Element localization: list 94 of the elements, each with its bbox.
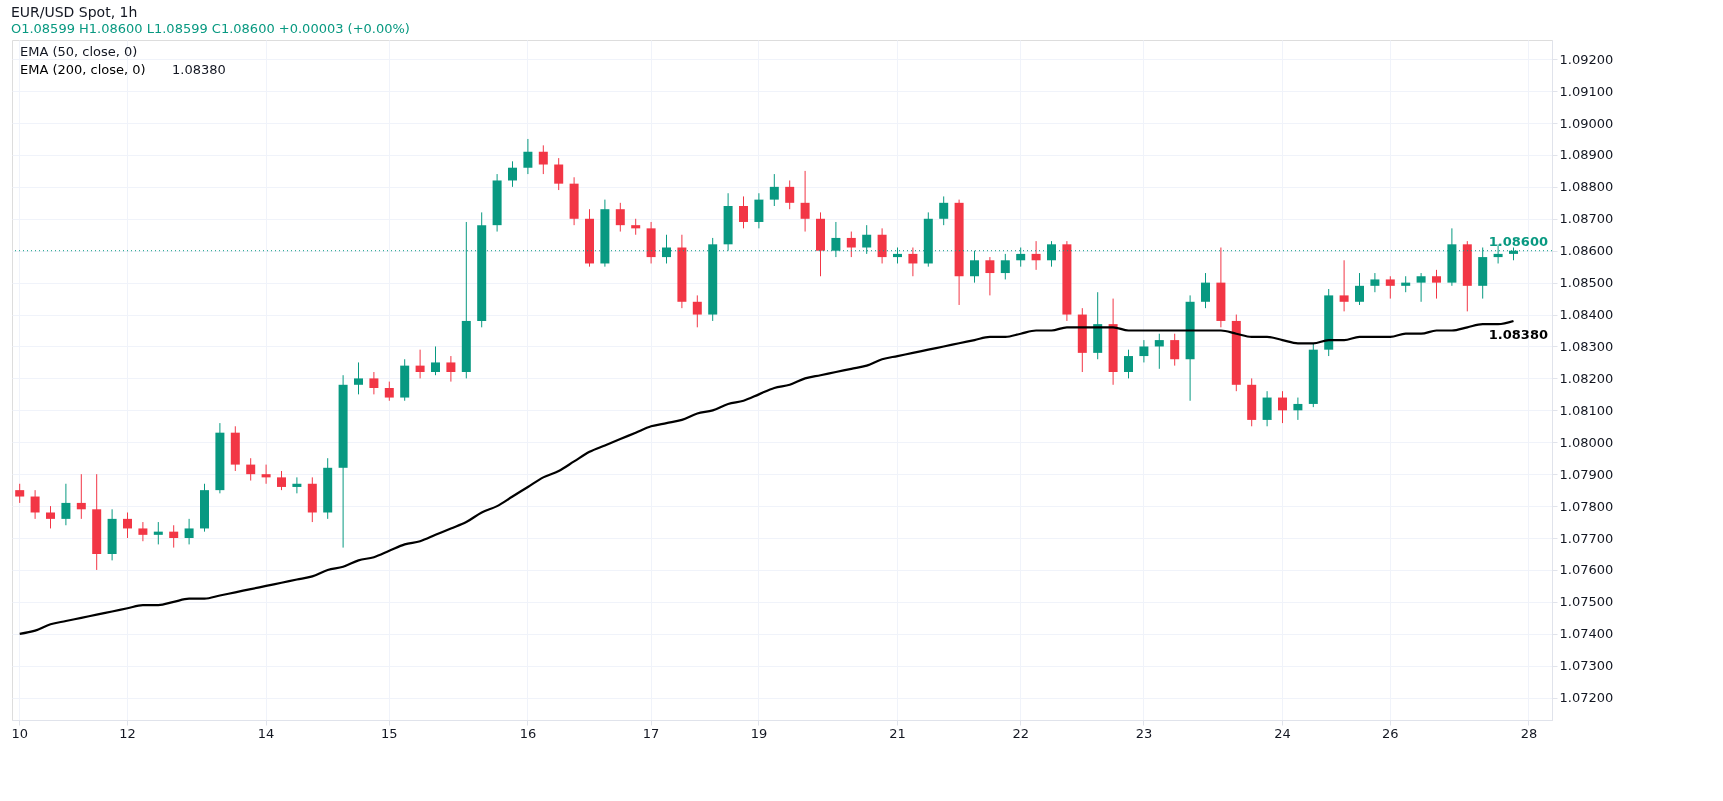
annotation: 1.08380 xyxy=(1488,326,1548,342)
candlestick xyxy=(692,294,702,328)
candlestick xyxy=(939,195,949,226)
candlestick xyxy=(1416,272,1426,303)
candlestick xyxy=(76,473,86,520)
x-tick-label: 22 xyxy=(1012,725,1029,741)
candlestick xyxy=(277,470,286,491)
candlestick xyxy=(292,476,302,494)
candlestick xyxy=(523,138,533,175)
candlestick xyxy=(800,170,810,233)
y-tick-label: 1.07800 xyxy=(1559,498,1614,514)
x-tick-label: 26 xyxy=(1382,725,1399,741)
candlestick xyxy=(615,202,625,233)
candlestick xyxy=(877,227,887,264)
candlestick xyxy=(431,345,440,376)
y-tick-label: 1.08800 xyxy=(1559,179,1614,195)
y-tick-label: 1.08200 xyxy=(1559,370,1614,386)
y-tick-label: 1.09200 xyxy=(1559,51,1614,67)
candlestick xyxy=(1139,339,1149,363)
candlestick xyxy=(369,371,379,395)
candlestick xyxy=(46,505,55,529)
candlestick xyxy=(1339,259,1349,312)
candlestick xyxy=(15,483,25,504)
x-tick-label: 15 xyxy=(381,725,398,741)
candlestick xyxy=(30,489,40,520)
candlestick xyxy=(1124,349,1133,379)
y-tick-label: 1.08000 xyxy=(1559,434,1614,450)
annotation: 1.08380 xyxy=(172,62,226,77)
y-tick-label: 1.07300 xyxy=(1559,658,1614,674)
text: EMA (200, close, 0) xyxy=(20,62,146,77)
candlestick xyxy=(261,464,271,485)
candlestick xyxy=(1154,333,1164,370)
candlestick xyxy=(1385,275,1395,300)
candlestick xyxy=(970,250,979,284)
candlestick xyxy=(1278,390,1287,424)
x-tick-label: 21 xyxy=(889,725,906,741)
candlestick xyxy=(908,247,918,277)
x-tick-label: 12 xyxy=(119,725,136,741)
candlestick xyxy=(554,157,564,191)
candlestick xyxy=(169,524,179,549)
candlestick xyxy=(1370,272,1380,293)
candlestick xyxy=(1000,253,1010,280)
candlestick xyxy=(1355,272,1364,306)
x-tick-label: 28 xyxy=(1520,725,1538,741)
candlestick xyxy=(769,173,779,207)
y-tick-label: 1.07700 xyxy=(1559,530,1614,546)
candlestick xyxy=(246,457,256,482)
candlestick xyxy=(1262,390,1272,427)
y-tick-label: 1.08100 xyxy=(1559,402,1614,418)
x-tick-label: 16 xyxy=(519,725,537,741)
candlestick xyxy=(138,521,148,542)
y-tick-label: 1.09100 xyxy=(1559,83,1614,99)
candlestick xyxy=(446,355,456,383)
candlestick xyxy=(415,349,425,379)
y-tick-label: 1.07500 xyxy=(1559,594,1614,610)
y-tick-label: 1.07200 xyxy=(1559,690,1614,706)
chart-title: EUR/USD Spot, 1h xyxy=(10,4,138,20)
y-tick-label: 1.07900 xyxy=(1559,466,1614,482)
candlestick xyxy=(785,179,795,210)
y-tick-label: 1.07400 xyxy=(1559,626,1614,642)
candlestick xyxy=(846,231,856,258)
candlestick xyxy=(1201,272,1210,309)
annotation: EMA (50, close, 0) xyxy=(20,44,138,59)
x-tick-label: 23 xyxy=(1135,725,1153,741)
y-tick-label: 1.08500 xyxy=(1559,275,1614,291)
x-tick-label: 17 xyxy=(642,725,660,741)
x-tick-label: 10 xyxy=(11,725,28,741)
y-tick-label: 1.08400 xyxy=(1559,307,1614,323)
y-tick-label: 1.08700 xyxy=(1559,211,1614,227)
x-tick-label: 14 xyxy=(257,725,275,741)
y-tick-label: 1.08300 xyxy=(1559,338,1614,354)
candlestick xyxy=(354,361,363,395)
ref-line-label: 1.08600 xyxy=(1488,233,1548,249)
y-tick-label: 1.07600 xyxy=(1559,562,1614,578)
candlestick xyxy=(184,518,194,545)
y-tick-label: 1.08900 xyxy=(1559,147,1614,163)
candlestick xyxy=(384,381,394,402)
x-tick-label: 19 xyxy=(750,725,768,741)
chart-subtitle: O1.08599 H1.08600 L1.08599 C1.08600 +0.00003 (+0.00%) xyxy=(10,21,410,36)
candlestick xyxy=(153,521,163,545)
candlestick xyxy=(123,511,132,539)
candlestick xyxy=(1293,397,1303,421)
candlestick xyxy=(739,195,748,229)
candlestick xyxy=(508,160,517,188)
candlestick xyxy=(1432,269,1441,300)
y-tick-label: 1.09000 xyxy=(1559,115,1614,131)
candlestick xyxy=(985,256,995,296)
x-tick-label: 24 xyxy=(1274,725,1291,741)
candlestick xyxy=(538,144,548,175)
y-tick-label: 1.08600 xyxy=(1559,243,1614,259)
candlestick xyxy=(754,192,764,229)
candlestick xyxy=(1170,333,1180,367)
candlestick xyxy=(1031,240,1041,271)
candlestick xyxy=(61,483,71,526)
